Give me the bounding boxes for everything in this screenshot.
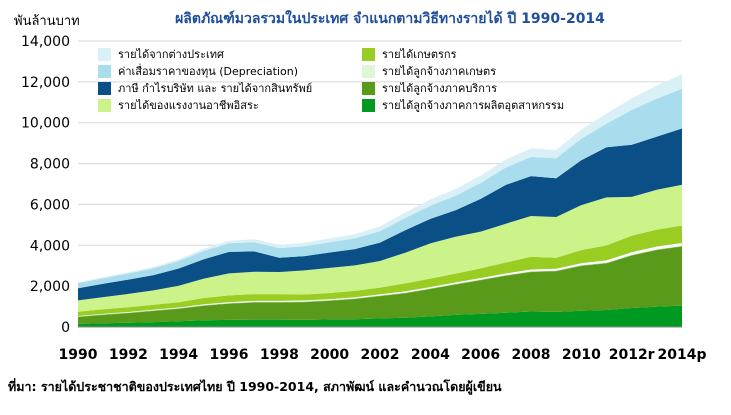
- y-axis-unit-label: พันล้านบาท: [14, 14, 80, 29]
- y-tick-label: 4,000: [30, 238, 70, 254]
- legend-label: รายได้ของแรงงานอาชีพอิสระ: [118, 99, 259, 112]
- area-series-4: [78, 184, 682, 312]
- legend-item: รายได้จากต่างประเทศ: [98, 45, 224, 63]
- legend-swatch: [362, 81, 375, 95]
- area-series-5: [78, 128, 682, 301]
- legend-item: รายได้ลูกจ้างภาคเกษตร: [362, 62, 496, 80]
- x-tick-label: 1990: [59, 347, 98, 363]
- axes: 0 2,000 4,000 6,000 8,000 10,000 12,000 14,000 1…: [21, 34, 707, 363]
- area-series: [77, 74, 683, 327]
- x-tick-label: 1992: [109, 347, 148, 363]
- area-series-0: [78, 305, 682, 327]
- legend-swatch: [362, 98, 375, 112]
- x-tick-label: 2002: [361, 347, 400, 363]
- x-tick-label: 2006: [461, 347, 500, 363]
- y-tick-label: 6,000: [30, 197, 70, 213]
- legend-item: รายได้เกษตรกร: [362, 45, 457, 63]
- legend-label: รายได้เกษตรกร: [382, 48, 457, 61]
- legend-swatch: [98, 47, 111, 61]
- legend-item: รายได้ลูกจ้างภาคการผลิตอุตสาหกรรม: [362, 96, 564, 114]
- x-tick-label: 2012r: [609, 347, 655, 363]
- x-tick-label: 1994: [159, 347, 198, 363]
- legend-label: รายได้จากต่างประเทศ: [118, 48, 224, 61]
- legend-label: รายได้ลูกจ้างภาคเกษตร: [382, 65, 497, 78]
- y-tick-label: 2,000: [30, 279, 70, 295]
- source-note: ที่มา: รายได้ประชาชาติของประเทศไทย ปี 19…: [8, 379, 502, 394]
- y-tick-label: 12,000: [21, 75, 70, 91]
- legend-item: ค่าเสื่อมราคาของทุน (Depreciation): [98, 62, 298, 80]
- x-tick-label: 2014p: [658, 347, 707, 363]
- legend-swatch: [98, 64, 111, 78]
- legend-item: รายได้ของแรงงานอาชีพอิสระ: [98, 96, 259, 114]
- area-series-1: [78, 246, 682, 324]
- legend-swatch: [98, 81, 111, 95]
- y-tick-label: 0: [61, 320, 70, 336]
- x-tick-label: 2000: [310, 347, 349, 363]
- x-tick-label: 1998: [260, 347, 299, 363]
- y-tick-label: 14,000: [21, 34, 70, 50]
- legend-label: รายได้ลูกจ้างภาคบริการ: [382, 82, 498, 95]
- area-series-2: [77, 242, 683, 318]
- legend-label: ภาษี กำไรบริษัท และ รายได้จากสินทรัพย์: [118, 82, 313, 95]
- y-tick-label: 8,000: [30, 157, 70, 173]
- legend-label: ค่าเสื่อมราคาของทุน (Depreciation): [118, 65, 299, 78]
- x-tick-label: 2004: [411, 347, 450, 363]
- x-tick-label: 1996: [210, 347, 249, 363]
- legend-item: รายได้ลูกจ้างภาคบริการ: [362, 79, 497, 97]
- legend-swatch: [362, 64, 375, 78]
- x-tick-label: 2010: [562, 347, 601, 363]
- area-series-3: [78, 225, 682, 316]
- x-tick-label: 2008: [512, 347, 551, 363]
- legend-label: รายได้ลูกจ้างภาคการผลิตอุตสาหกรรม: [382, 99, 565, 112]
- legend-item: ภาษี กำไรบริษัท และ รายได้จากสินทรัพย์: [98, 79, 312, 97]
- y-tick-label: 10,000: [21, 116, 70, 132]
- legend-swatch: [362, 47, 375, 61]
- chart-title: ผลิตภัณฑ์มวลรวมในประเทศ จำแนกตามวิธีทางร…: [175, 11, 605, 27]
- legend-swatch: [98, 98, 111, 112]
